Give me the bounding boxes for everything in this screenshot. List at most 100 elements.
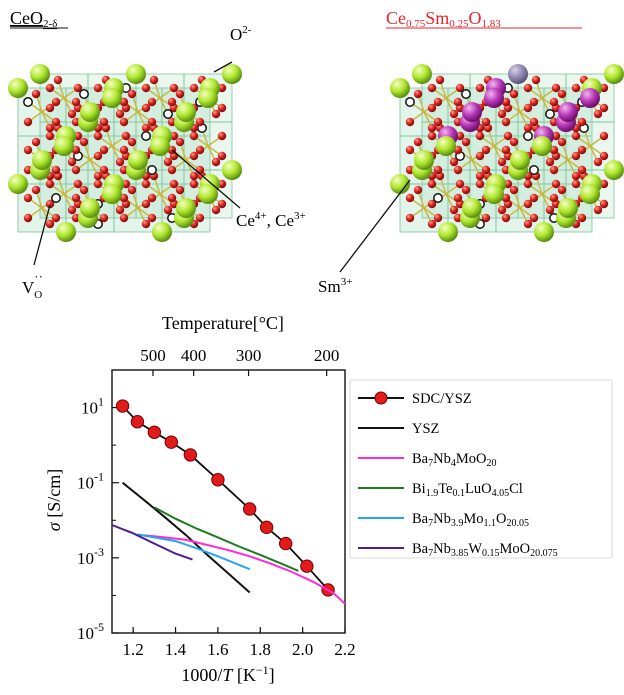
oxygen-atom	[127, 89, 137, 99]
cerium-atom	[390, 78, 410, 98]
oxygen-atom	[453, 97, 463, 107]
oxygen-atom	[149, 75, 159, 85]
sdc-title: Ce0.75Sm0.25O1.83	[386, 8, 582, 30]
oxygen-atom	[211, 109, 221, 119]
x-tick-label: 1.8	[250, 640, 271, 659]
oxygen-atom	[195, 165, 205, 175]
oxygen-atom	[121, 179, 131, 189]
oxygen-atom	[195, 145, 205, 155]
oxygen-atom	[545, 157, 555, 167]
samarium-atom	[508, 64, 528, 84]
ceo2-lattice	[8, 64, 242, 242]
oxygen-vacancy	[23, 97, 33, 107]
cerium-atom	[604, 64, 624, 84]
oxygen-atom	[51, 97, 61, 107]
oxygen-atom	[557, 137, 567, 147]
oxygen-atom	[45, 219, 55, 229]
oxygen-atom	[475, 151, 485, 161]
series	[153, 506, 299, 572]
oxygen-atom	[497, 109, 507, 119]
oxygen-atom	[599, 179, 609, 189]
oxygen-atom	[461, 137, 471, 147]
oxygen-atom	[529, 97, 539, 107]
oxygen-atom	[73, 83, 83, 93]
oxygen-atom	[599, 151, 609, 161]
oxygen-atom	[449, 109, 459, 119]
oxygen-atom	[217, 151, 227, 161]
cerium-atom	[532, 136, 552, 156]
oxygen-atom	[141, 219, 151, 229]
series	[143, 534, 346, 605]
sdc-structure: Ce0.75Sm0.25O1.83 Sm3+	[318, 8, 624, 296]
y-tick-label: 10-5	[77, 620, 104, 643]
oxygen-atom	[189, 179, 199, 189]
oxygen-atom	[413, 137, 423, 147]
cerium-atom	[8, 78, 28, 98]
cerium-atom	[438, 222, 458, 242]
oxygen-atom	[405, 145, 415, 155]
data-point	[147, 425, 162, 439]
oxygen-atom	[127, 185, 137, 195]
oxygen-atom	[405, 213, 415, 223]
oxygen-atom	[481, 165, 491, 175]
oxygen-atom	[93, 131, 103, 141]
oxygen-atom	[545, 205, 555, 215]
oxygen-atom	[31, 137, 41, 147]
oxygen-atom	[45, 179, 55, 189]
oxygen-atom	[593, 157, 603, 167]
cerium-atom	[198, 184, 218, 204]
top-tick-label: 500	[140, 346, 166, 365]
cerium-atom	[604, 160, 624, 180]
cerium-atom	[126, 64, 146, 84]
cerium-atom	[390, 174, 410, 194]
oxygen-atom	[475, 131, 485, 141]
oxygen-vacancy	[545, 109, 555, 119]
oxygen-atom	[79, 137, 89, 147]
samarium-atom	[580, 88, 600, 108]
oxygen-atom	[67, 109, 77, 119]
oxygen-atom	[523, 123, 533, 133]
oxygen-atom	[599, 131, 609, 141]
cerium-atom	[198, 88, 218, 108]
samarium-atom	[462, 102, 482, 122]
oxygen-atom	[549, 165, 559, 175]
oxygen-vacancy	[79, 89, 89, 99]
oxygen-atom	[93, 171, 103, 181]
oxygen-atom	[557, 89, 567, 99]
oxygen-atom	[119, 97, 129, 107]
y-tick-label: 10-3	[77, 545, 104, 568]
oxygen-atom	[175, 137, 185, 147]
oxygen-atom	[433, 97, 443, 107]
series-line	[111, 524, 193, 561]
oxygen-atom	[571, 131, 581, 141]
oxygen-atom	[73, 131, 83, 141]
oxygen-atom	[53, 75, 63, 85]
oxygen-atom	[461, 185, 471, 195]
oxygen-atom	[455, 179, 465, 189]
ceo2-title: CeO2-δ	[10, 8, 68, 30]
oxygen-atom	[93, 151, 103, 161]
oxygen-atom	[217, 131, 227, 141]
oxygen-atom	[189, 171, 199, 181]
data-point	[115, 399, 130, 413]
cerium-atom	[510, 150, 530, 170]
samarium-atom	[484, 88, 504, 108]
oxygen-vacancy	[141, 131, 151, 141]
oxygen-atom	[71, 193, 81, 203]
oxygen-atom	[119, 213, 129, 223]
oxygen-atom	[163, 205, 173, 215]
oxygen-atom	[509, 137, 519, 147]
oxygen-vacancy	[147, 165, 157, 175]
oxygen-atom	[531, 75, 541, 85]
oxygen-atom	[523, 199, 533, 209]
oxygen-atom	[529, 117, 539, 127]
legend-box	[349, 379, 613, 559]
oxygen-atom	[593, 109, 603, 119]
oxygen-atom	[449, 157, 459, 167]
cerium-atom	[176, 102, 196, 122]
top-tick-label: 200	[314, 346, 340, 365]
oxygen-atom	[167, 117, 177, 127]
data-point	[300, 559, 314, 573]
cerium-atom	[8, 174, 28, 194]
oxygen-vacancy	[523, 131, 533, 141]
